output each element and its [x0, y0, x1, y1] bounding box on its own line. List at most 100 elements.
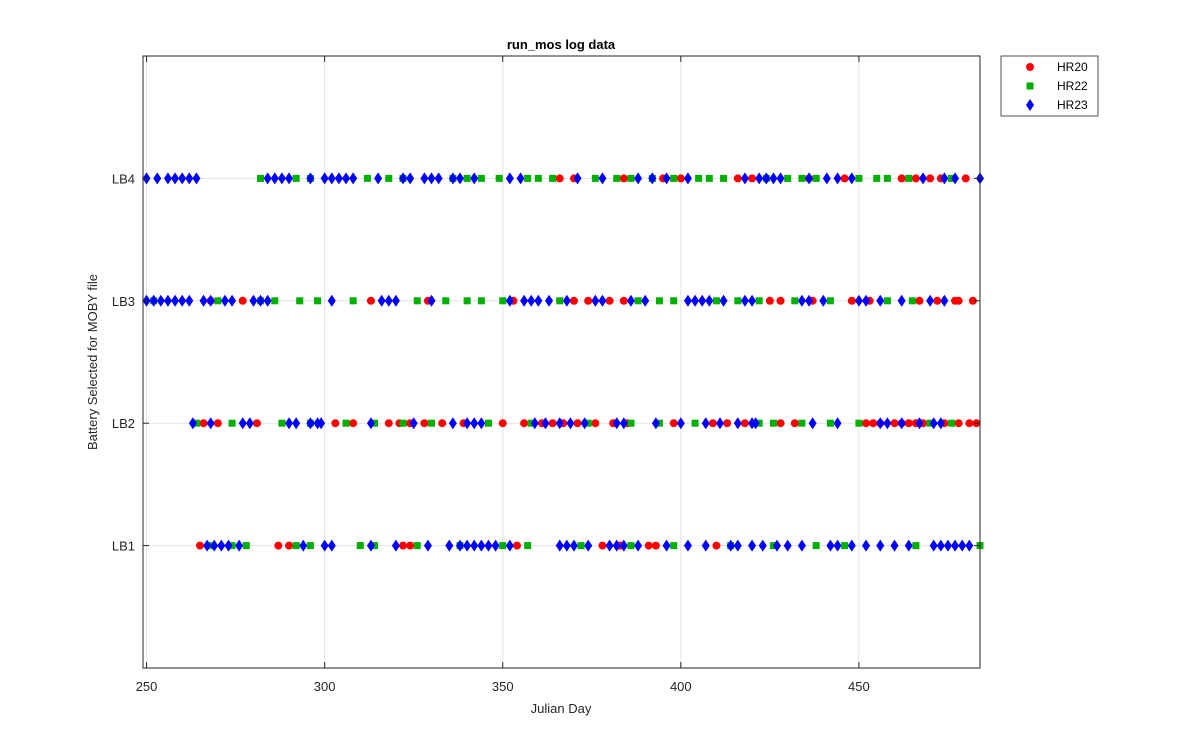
data-point-hr23	[740, 172, 749, 185]
data-point-hr22	[627, 542, 635, 550]
data-point-hr22	[292, 174, 300, 182]
x-tick-label: 250	[136, 679, 158, 694]
data-point-hr23	[691, 294, 700, 307]
data-point-hr20	[569, 296, 578, 305]
data-point-hr23	[772, 539, 781, 552]
data-point-hr20	[862, 419, 871, 428]
data-point-hr23	[306, 417, 315, 430]
data-point-hr22	[627, 419, 635, 427]
data-point-hr23	[192, 172, 201, 185]
data-point-hr23	[188, 417, 197, 430]
data-point-hr20	[498, 419, 507, 428]
data-point-hr22	[655, 297, 663, 305]
y-tick-label: LB1	[112, 539, 135, 554]
data-point-hr23	[940, 294, 949, 307]
data-point-hr23	[612, 539, 621, 552]
legend-marker-hr20	[1026, 63, 1034, 71]
data-point-hr22	[855, 174, 863, 182]
data-point-hr22	[524, 174, 532, 182]
data-point-hr20	[869, 419, 878, 428]
data-point-hr23	[897, 417, 906, 430]
data-point-hr22	[912, 542, 920, 550]
data-point-hr22	[556, 297, 564, 305]
data-point-hr23	[951, 539, 960, 552]
data-point-hr22	[755, 297, 763, 305]
data-point-hr20	[605, 296, 614, 305]
data-point-hr23	[648, 172, 657, 185]
data-point-hr22	[413, 297, 421, 305]
data-point-hr23	[797, 294, 806, 307]
data-point-hr22	[349, 297, 357, 305]
data-point-hr23	[822, 172, 831, 185]
data-point-hr22	[242, 542, 250, 550]
data-point-hr23	[598, 172, 607, 185]
data-point-hr23	[505, 294, 514, 307]
data-point-hr23	[919, 172, 928, 185]
data-point-hr22	[257, 174, 265, 182]
data-point-hr20	[890, 419, 899, 428]
data-point-hr23	[545, 294, 554, 307]
data-point-hr22	[812, 542, 820, 550]
data-point-hr22	[826, 419, 834, 427]
data-point-hr23	[936, 539, 945, 552]
data-point-hr23	[783, 539, 792, 552]
data-point-hr23	[366, 539, 375, 552]
data-point-hr23	[701, 539, 710, 552]
data-point-hr23	[374, 172, 383, 185]
data-point-hr23	[683, 172, 692, 185]
data-point-hr23	[384, 294, 393, 307]
data-point-hr20	[238, 296, 247, 305]
data-point-hr23	[733, 539, 742, 552]
data-point-hr23	[163, 172, 172, 185]
data-point-hr22	[342, 419, 350, 427]
x-tick-label: 400	[670, 679, 692, 694]
data-point-hr23	[926, 294, 935, 307]
data-point-hr23	[299, 539, 308, 552]
data-point-hr23	[562, 294, 571, 307]
data-point-hr20	[954, 419, 963, 428]
data-point-hr22	[791, 297, 799, 305]
data-point-hr23	[833, 172, 842, 185]
x-tick-label: 450	[848, 679, 870, 694]
data-point-hr22	[883, 174, 891, 182]
data-point-hr20	[915, 296, 924, 305]
data-point-hr23	[612, 417, 621, 430]
data-point-hr20	[399, 541, 408, 550]
legend: HR20 HR22 HR23	[1000, 55, 1099, 117]
data-point-hr23	[619, 539, 628, 552]
data-point-hr23	[434, 172, 443, 185]
data-point-hr22	[591, 174, 599, 182]
data-point-hr23	[185, 172, 194, 185]
data-point-hr23	[890, 539, 899, 552]
data-point-hr22	[399, 419, 407, 427]
data-point-hr23	[876, 294, 885, 307]
data-point-hr20	[420, 419, 429, 428]
data-point-hr22	[634, 297, 642, 305]
data-point-hr20	[712, 541, 721, 550]
data-point-hr23	[758, 539, 767, 552]
data-point-hr23	[235, 539, 244, 552]
data-point-hr23	[805, 294, 814, 307]
data-point-hr23	[776, 172, 785, 185]
data-point-hr23	[940, 172, 949, 185]
data-point-hr22	[883, 297, 891, 305]
data-point-hr22	[413, 542, 421, 550]
data-point-hr23	[683, 294, 692, 307]
plot-area: 250 300 350 400 450 LB1 LB2 LB3 LB4	[112, 55, 984, 694]
data-point-hr23	[210, 539, 219, 552]
data-point-hr20	[591, 419, 600, 428]
data-point-hr22	[427, 419, 435, 427]
data-point-hr23	[833, 539, 842, 552]
data-point-hr22	[292, 542, 300, 550]
data-point-hr22	[363, 174, 371, 182]
data-point-hr23	[285, 172, 294, 185]
data-point-hr20	[708, 419, 717, 428]
data-point-hr23	[163, 294, 172, 307]
data-point-hr23	[626, 294, 635, 307]
data-point-hr23	[178, 294, 187, 307]
data-point-hr20	[733, 174, 742, 183]
data-point-hr23	[153, 172, 162, 185]
data-point-hr23	[915, 417, 924, 430]
data-point-hr23	[285, 417, 294, 430]
data-point-hr23	[203, 539, 212, 552]
